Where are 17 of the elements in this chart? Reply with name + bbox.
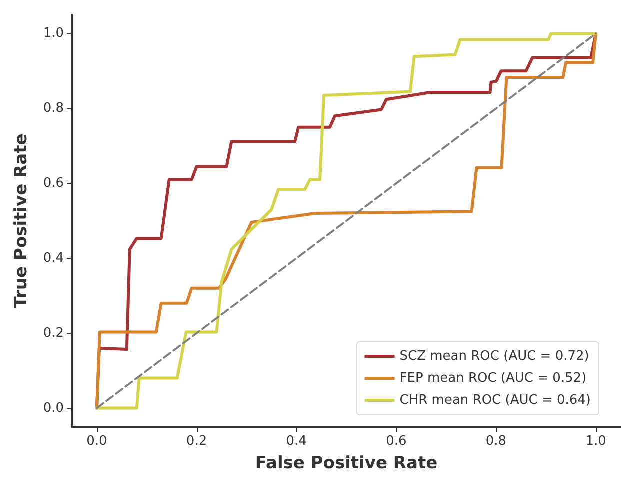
y-tick-label: 0.2 (43, 326, 64, 341)
y-tick-label: 0.8 (43, 101, 64, 116)
x-tick-label: 0.6 (386, 434, 407, 449)
y-tick-label: 0.0 (43, 400, 64, 416)
legend-label: CHR mean ROC (AUC = 0.64) (400, 393, 592, 408)
x-axis-title: False Positive Rate (255, 454, 438, 474)
y-tick-label: 1.0 (43, 26, 64, 42)
legend-label: FEP mean ROC (AUC = 0.52) (400, 371, 587, 386)
y-tick-label: 0.6 (43, 176, 64, 192)
y-axis-title: True Positive Rate (12, 134, 32, 308)
y-tick-label: 0.4 (43, 250, 64, 266)
x-tick-label: 0.4 (286, 434, 307, 449)
x-tick-label: 0.0 (86, 434, 108, 449)
x-tick-label: 1.0 (586, 434, 606, 449)
x-tick-label: 0.2 (186, 434, 208, 449)
x-tick-label: 0.8 (486, 434, 507, 449)
legend-label: SCZ mean ROC (AUC = 0.72) (400, 349, 590, 364)
